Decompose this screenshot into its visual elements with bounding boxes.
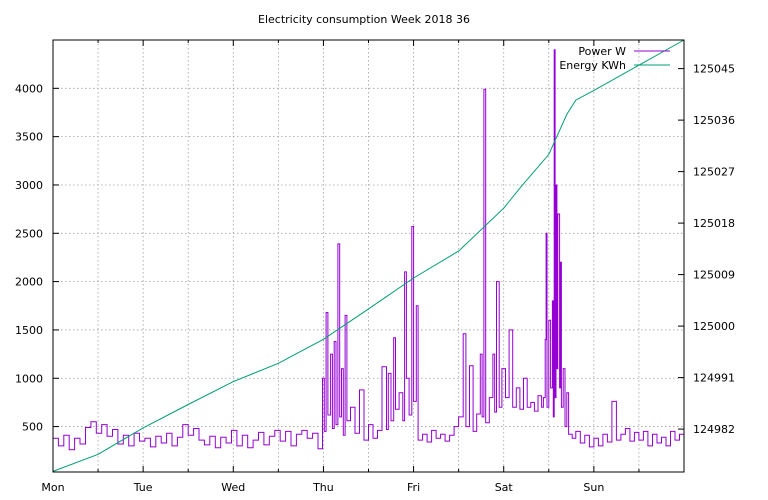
y-right-tick-label: 125036	[693, 114, 735, 127]
axes: Mon Tue Wed Thu Fri Sat Sun 500 1000 1500 2000 2500…	[15, 40, 735, 494]
y-right-tick-label: 125018	[693, 217, 735, 230]
y-left-tick-label: 1500	[15, 324, 43, 337]
y-left-tick-label: 4000	[15, 82, 43, 95]
y-left-tick-label: 2500	[15, 227, 43, 240]
y-right-tick-label: 124991	[693, 372, 735, 385]
y-right-tick-label: 124982	[693, 423, 735, 436]
y-left-tick-label: 3500	[15, 131, 43, 144]
x-tick-label: Tue	[133, 481, 153, 494]
series-line-energy	[52, 39, 685, 472]
x-tick-label: Sun	[583, 481, 604, 494]
legend-label-energy: Energy KWh	[559, 59, 626, 72]
y-right-tick-label: 125027	[693, 166, 735, 179]
y-left-tick-label: 1000	[15, 372, 43, 385]
x-tick-label: Sat	[495, 481, 514, 494]
x-tick-label: Fri	[407, 481, 420, 494]
x-tick-label: Mon	[41, 481, 64, 494]
y-right-tick-label: 125000	[693, 320, 735, 333]
legend-label-power: Power W	[578, 45, 626, 58]
series-layer	[52, 39, 685, 472]
x-tick-label: Wed	[221, 481, 245, 494]
grid	[53, 40, 684, 472]
series-line-power	[53, 49, 685, 451]
chart-title: Electricity consumption Week 2018 36	[258, 13, 470, 26]
y-right-tick-label: 125009	[693, 269, 735, 282]
y-right-tick-label: 125045	[693, 63, 735, 76]
y-left-tick-label: 3000	[15, 179, 43, 192]
legend: Power W Energy KWh	[559, 45, 670, 72]
y-left-tick-label: 2000	[15, 276, 43, 289]
x-tick-label: Thu	[312, 481, 334, 494]
y-left-tick-label: 500	[22, 421, 43, 434]
